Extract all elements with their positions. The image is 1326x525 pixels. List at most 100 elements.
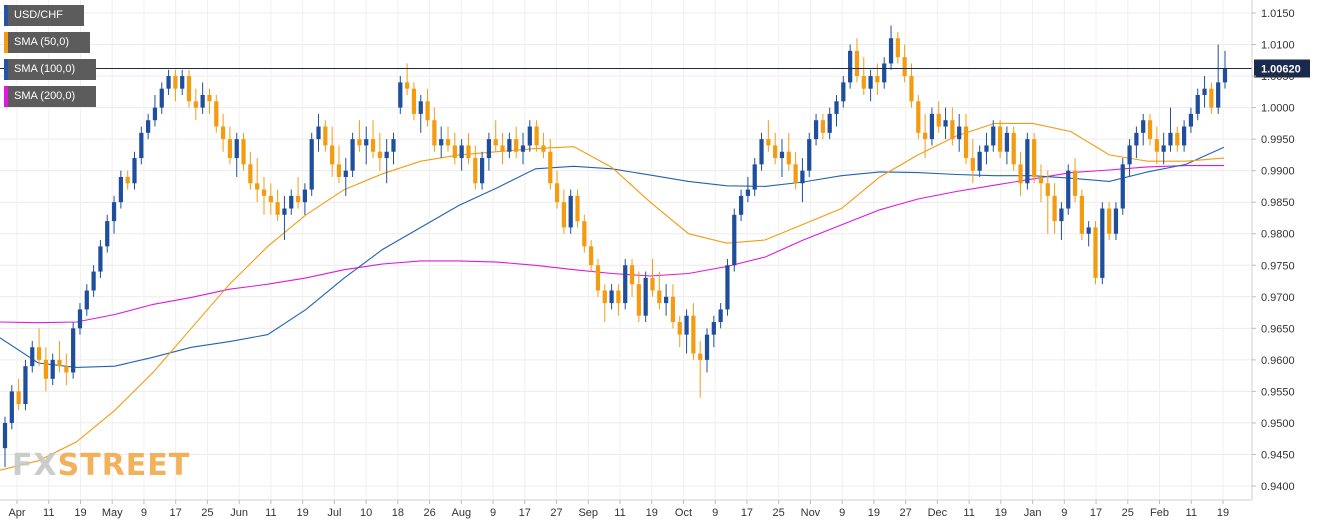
candle — [180, 69, 185, 95]
candle — [888, 25, 894, 70]
candle-body — [309, 139, 314, 190]
candle-body — [916, 101, 921, 133]
candle-body — [84, 290, 89, 310]
candle-body — [425, 101, 430, 121]
candle — [200, 82, 205, 114]
candle — [882, 57, 887, 89]
candle — [568, 189, 573, 234]
candle — [1147, 113, 1153, 146]
legend-sma-200[interactable]: SMA (200,0) — [4, 86, 96, 107]
candle — [916, 94, 921, 140]
candle — [2, 416, 8, 468]
y-tick-label: 0.9700 — [1261, 292, 1295, 304]
candle-body — [1018, 164, 1023, 184]
candle — [732, 208, 737, 272]
current-price-line: 1.00620 — [0, 59, 1310, 78]
candle — [1004, 126, 1010, 165]
candle — [1025, 132, 1030, 190]
x-tick-label: Aug — [452, 507, 472, 519]
candle-body — [146, 120, 151, 133]
x-tick-label: 17 — [170, 507, 182, 519]
candle — [848, 44, 853, 89]
candle — [548, 139, 553, 190]
candle-body — [568, 195, 573, 228]
legend-sma-50[interactable]: SMA (50,0) — [4, 32, 90, 53]
candle-body — [868, 76, 873, 89]
x-tick-label: 11 — [963, 507, 974, 519]
candle — [186, 69, 192, 108]
candle-body — [377, 151, 382, 159]
candle — [602, 284, 607, 323]
candle-body — [1168, 132, 1173, 146]
candle-body — [193, 101, 198, 108]
candle — [1175, 126, 1180, 152]
candle-body — [773, 145, 778, 159]
candle — [1045, 170, 1050, 234]
candle — [330, 126, 335, 177]
candle-body — [473, 158, 478, 184]
candle — [745, 176, 751, 203]
candle-body — [943, 120, 948, 127]
candle — [486, 132, 492, 171]
candle — [71, 322, 76, 379]
candle — [834, 94, 839, 127]
candle-body — [711, 322, 716, 335]
candle-body — [23, 366, 28, 405]
candle-body — [957, 126, 962, 140]
candle — [1127, 139, 1132, 177]
current-price-badge — [1254, 59, 1310, 78]
candle — [57, 340, 62, 373]
candle — [909, 63, 914, 108]
candle-body — [691, 315, 696, 354]
candle-body — [214, 101, 219, 127]
candle — [1100, 202, 1105, 285]
candle — [1032, 132, 1037, 184]
candle-body — [882, 63, 887, 83]
x-tick-label: 19 — [868, 507, 880, 519]
candle-body — [350, 139, 355, 171]
candle-body — [98, 246, 103, 272]
candle-body — [561, 202, 566, 228]
candle — [902, 44, 907, 83]
x-tick-label: 17 — [519, 507, 531, 519]
legend-usdchf[interactable]: USD/CHF — [4, 5, 84, 26]
candle-body — [623, 265, 628, 304]
candle — [922, 113, 928, 159]
x-tick-label: 19 — [1217, 507, 1229, 519]
candle-body — [732, 214, 737, 266]
x-tick-label: 26 — [423, 507, 435, 519]
legend-label-sma-200: SMA (200,0) — [14, 90, 76, 102]
candle — [1134, 126, 1139, 159]
candle-body — [282, 208, 287, 215]
candle — [173, 69, 178, 102]
x-tick-label: 25 — [201, 507, 213, 519]
candle-body — [1011, 132, 1016, 165]
candle-body — [316, 126, 321, 140]
candle — [773, 132, 778, 165]
x-tick-label: 9 — [141, 507, 147, 519]
candle-body — [445, 139, 451, 146]
candle-body — [268, 195, 273, 203]
candle-body — [91, 271, 96, 291]
candle — [207, 88, 212, 114]
candle-body — [1004, 132, 1010, 152]
candle — [302, 183, 308, 215]
candle — [241, 132, 246, 171]
candle — [411, 82, 417, 121]
candle-body — [888, 38, 894, 64]
candle-body — [36, 347, 42, 360]
fxstreet-logo: FXSTREET — [12, 448, 191, 483]
candle — [582, 214, 587, 253]
legend-sma-100[interactable]: SMA (100,0) — [4, 59, 96, 80]
candle-body — [343, 170, 348, 177]
candle-body — [554, 183, 560, 203]
candle — [500, 132, 505, 165]
candle — [111, 195, 117, 234]
candle-body — [323, 126, 328, 146]
candle — [255, 158, 260, 203]
candle-body — [1175, 132, 1180, 146]
candle-body — [50, 359, 55, 379]
y-tick-label: 1.0100 — [1261, 40, 1295, 52]
candle-body — [398, 82, 403, 108]
